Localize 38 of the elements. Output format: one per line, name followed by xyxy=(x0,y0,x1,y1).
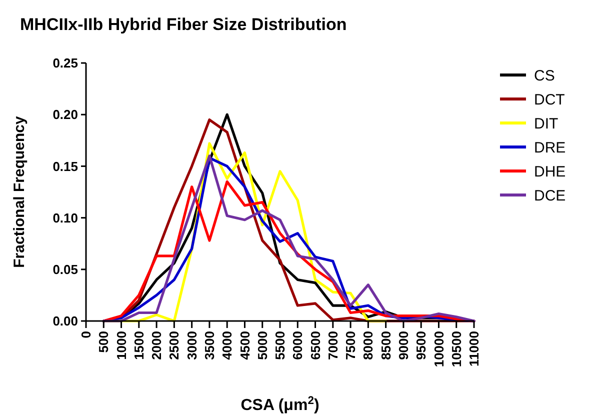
x-tick-label: 11000 xyxy=(466,331,482,366)
x-tick-label: 6000 xyxy=(290,331,306,360)
x-axis-title: CSA (μm$^{2}$) xyxy=(240,395,320,414)
x-tick-label: 7500 xyxy=(343,331,358,360)
y-tick-label: 0.25 xyxy=(52,56,78,71)
x-tick-label: 5500 xyxy=(272,331,288,360)
x-tick-label: 4000 xyxy=(220,331,235,360)
x-tick-label: 8500 xyxy=(378,331,394,360)
x-tick-label: 10000 xyxy=(431,331,446,368)
x-tick-label: 2500 xyxy=(166,331,182,360)
x-tick-label: 10500 xyxy=(448,331,464,368)
y-axis-title: Fractional Frequency xyxy=(11,115,28,268)
x-tick-label: 7000 xyxy=(325,331,340,360)
legend-label: DHE xyxy=(534,163,566,180)
x-tick-label: 2000 xyxy=(149,331,164,360)
x-tick-label: 3000 xyxy=(184,331,200,360)
x-tick-label: 4500 xyxy=(237,331,252,360)
y-tick-label: 0.20 xyxy=(52,107,78,122)
y-tick-label: 0.00 xyxy=(52,314,78,329)
x-tick-label: 6500 xyxy=(308,331,323,360)
y-tick-label: 0.15 xyxy=(52,158,78,174)
legend-label: DCT xyxy=(534,91,565,108)
x-tick-label: 3500 xyxy=(202,331,218,360)
x-tick-label: 0 xyxy=(78,331,94,338)
x-tick-label: 500 xyxy=(96,331,112,353)
legend-label: CS xyxy=(534,67,555,84)
x-tick-label: 1500 xyxy=(131,331,146,360)
x-tick-label: 8000 xyxy=(360,331,376,360)
legend-label: DCE xyxy=(534,187,566,204)
y-tick-label: 0.10 xyxy=(52,210,78,226)
x-tick-label: 9500 xyxy=(414,331,429,360)
legend-label: DIT xyxy=(534,115,558,132)
x-tick-label: 1000 xyxy=(114,331,129,360)
x-tick-label: 5000 xyxy=(254,331,270,360)
x-tick-label: 9000 xyxy=(396,331,412,360)
y-tick-label: 0.05 xyxy=(52,262,78,277)
chart-title: MHCIIx-IIb Hybrid Fiber Size Distribution xyxy=(20,15,347,34)
legend-label: DRE xyxy=(534,139,566,156)
